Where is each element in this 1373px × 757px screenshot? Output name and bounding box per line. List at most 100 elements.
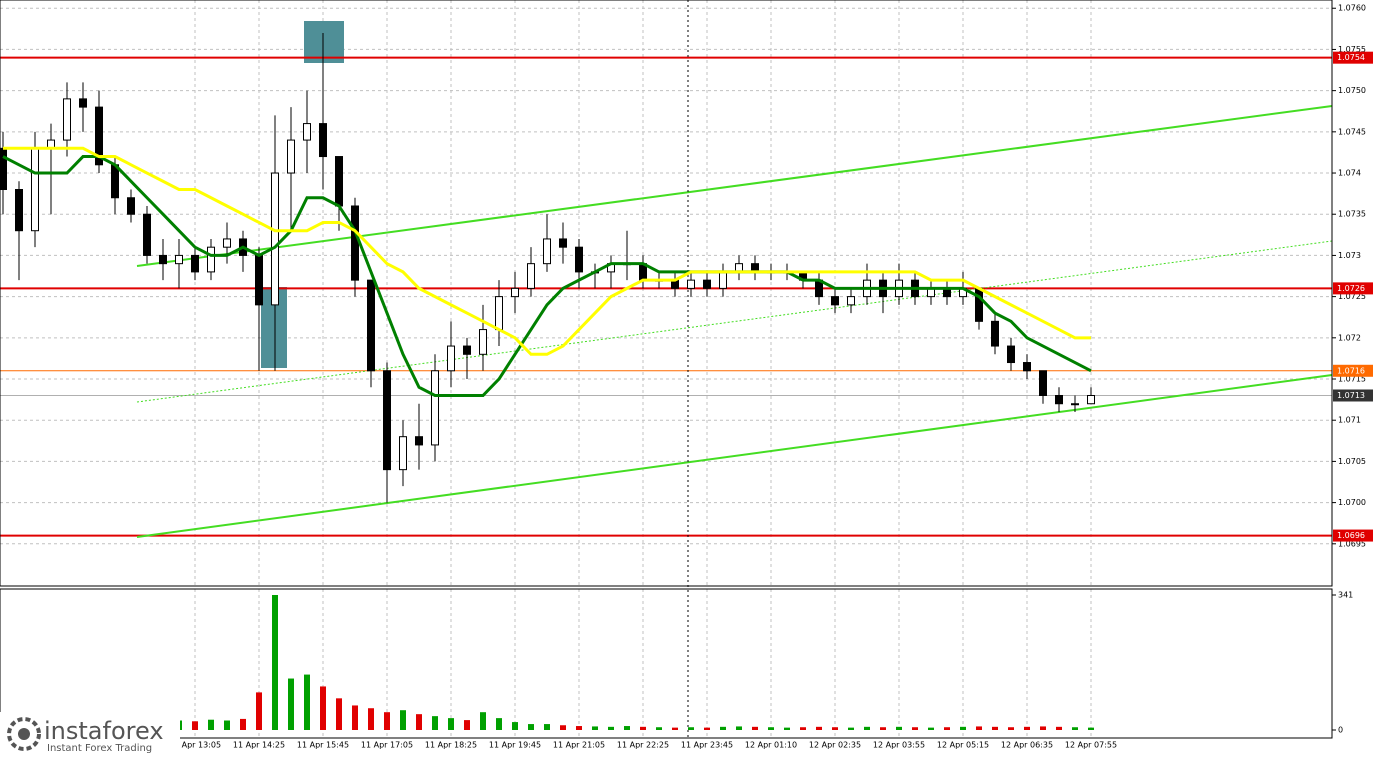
x-tick-label: 12 Apr 02:35 [809,741,861,750]
volume-bar [864,726,870,730]
signal-box [304,21,344,63]
y-tick-label: 1.0705 [1338,457,1366,466]
candle-body [143,213,151,256]
x-tick-label: 11 Apr 13:05 [169,741,221,750]
candle-body [559,238,567,248]
candle-body [79,98,87,108]
y-tick-label: 1.0700 [1338,498,1366,507]
level-label: 1.0716 [1337,366,1365,375]
x-tick-label: 11 Apr 17:05 [361,741,413,750]
volume-bar [464,720,470,730]
candle-body [703,279,711,289]
volume-bar [400,710,406,730]
candle-body [719,271,727,289]
volume-bar [928,727,934,730]
volume-bar [480,712,486,730]
volume-bar [272,595,278,730]
candle-body [527,263,535,289]
level-label: 1.0726 [1337,284,1365,293]
candle-body [543,238,551,265]
volume-bar [1056,726,1062,730]
x-tick-label: 11 Apr 18:25 [425,741,477,750]
volume-bar [784,727,790,730]
marks [0,32,1095,730]
y-tick-label: 1.0725 [1338,292,1366,301]
candle-body [335,156,343,207]
y-tick-label: 1.074 [1338,169,1361,178]
volume-bar [336,698,342,730]
volume-bar [960,726,966,730]
logo-icon [7,717,41,751]
candle-body [287,139,295,174]
volume-bar [880,727,886,730]
candle-body [191,254,199,273]
candle-body [831,296,839,306]
volume-frame [0,588,1333,739]
candle-body [255,254,263,306]
volume-bar [688,727,694,730]
trend-line [136,374,1333,538]
candle-body [223,238,231,248]
level-label: 1.0754 [1337,53,1365,62]
volume-bar [944,727,950,730]
levels [0,56,1332,537]
volume-bar [848,727,854,730]
candle-body [303,123,311,141]
candle-body [175,254,183,265]
candle-body [463,345,471,355]
moving-average [3,146,1091,356]
volume-bar [640,726,646,730]
volume-bar [720,726,726,730]
candle-body [111,164,119,199]
candle-body [447,345,455,372]
volume-bar [528,724,534,730]
x-tick-label: 12 Apr 01:10 [745,741,797,750]
candle-body [991,320,999,347]
volume-bar [384,712,390,730]
volume-bar [1008,727,1014,730]
x-tick-label: 11 Apr 15:45 [297,741,349,750]
candle-body [479,329,487,355]
volume-bar [816,726,822,730]
moving-average [2,155,1092,397]
volume-bar [448,718,454,730]
candle-body [847,296,855,306]
volume-bar [672,727,678,730]
x-tick-label: 11 Apr 22:25 [617,741,669,750]
level-tag [1333,282,1373,295]
y-tick-label: 1.0755 [1338,45,1366,54]
candle-body [575,246,583,273]
volume-bar [768,727,774,730]
volume-bar [496,718,502,730]
candle-body [15,189,23,232]
y-tick-label: 1.071 [1338,416,1361,425]
candle-body [1023,362,1031,372]
candle-body [319,123,327,158]
logo-icon [18,728,30,740]
candle-body [383,370,391,471]
volume-bar [976,726,982,730]
y-tick-label: 1.0760 [1338,4,1366,13]
volume-bar [1024,726,1030,730]
candle-body [399,436,407,471]
volume-bar [368,708,374,730]
volume-bar [736,726,742,730]
level-tag [1333,51,1373,64]
candle-body [159,254,167,265]
volume-bar [1040,726,1046,730]
candle-body [1055,394,1063,405]
level-label: 1.0696 [1337,531,1365,540]
y-tick-label: 0 [1338,726,1343,735]
y-tick-label: 1.0750 [1338,86,1366,95]
volume-bar [560,725,566,730]
y-tick-label: 1.0715 [1338,375,1366,384]
candle-body [975,287,983,322]
candle-body [495,296,503,331]
price-tag [1333,389,1373,402]
candle-body [1039,370,1047,396]
y-tick-label: 1.072 [1338,333,1361,342]
candle-body [1071,403,1079,406]
volume-bar [192,721,198,730]
